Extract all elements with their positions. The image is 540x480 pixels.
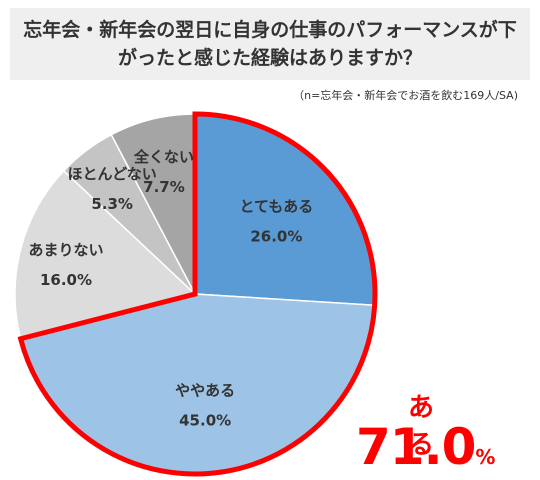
highlight-outline	[17, 111, 378, 477]
pie-slice-amari-nai	[14, 169, 197, 340]
chart-title: 忘年会・新年会の翌日に自身の仕事のパフォーマンスが下がったと感じた経験はあります…	[23, 19, 517, 69]
slice-value-amari-nai: 16.0%	[40, 271, 92, 289]
slice-value-totemo-aru: 26.0%	[250, 228, 302, 246]
slice-label-hotondo-nai: ほとんどない	[68, 165, 157, 183]
slice-label-amari-nai: あまりない	[28, 241, 103, 259]
slice-label-totemo-aru: とてもある	[239, 198, 313, 216]
slice-value-yaya-aru: 45.0%	[179, 412, 231, 430]
sample-note: （n=忘年会・新年会でお酒を飲む169人/SA)	[293, 89, 518, 102]
combined-value-number: 71.0	[356, 418, 476, 476]
slice-label-yaya-aru: ややある	[175, 382, 235, 400]
title-box: 忘年会・新年会の翌日に自身の仕事のパフォーマンスが下がったと感じた経験はあります…	[10, 8, 530, 80]
combined-value: 71.0%	[356, 418, 495, 476]
combined-label: ある	[407, 393, 434, 460]
slice-value-mattaku-nai: 7.7%	[143, 178, 185, 196]
slice-label-mattaku-nai: 全くない	[133, 148, 194, 166]
slice-value-hotondo-nai: 5.3%	[91, 195, 133, 213]
combined-value-unit: %	[475, 445, 496, 469]
